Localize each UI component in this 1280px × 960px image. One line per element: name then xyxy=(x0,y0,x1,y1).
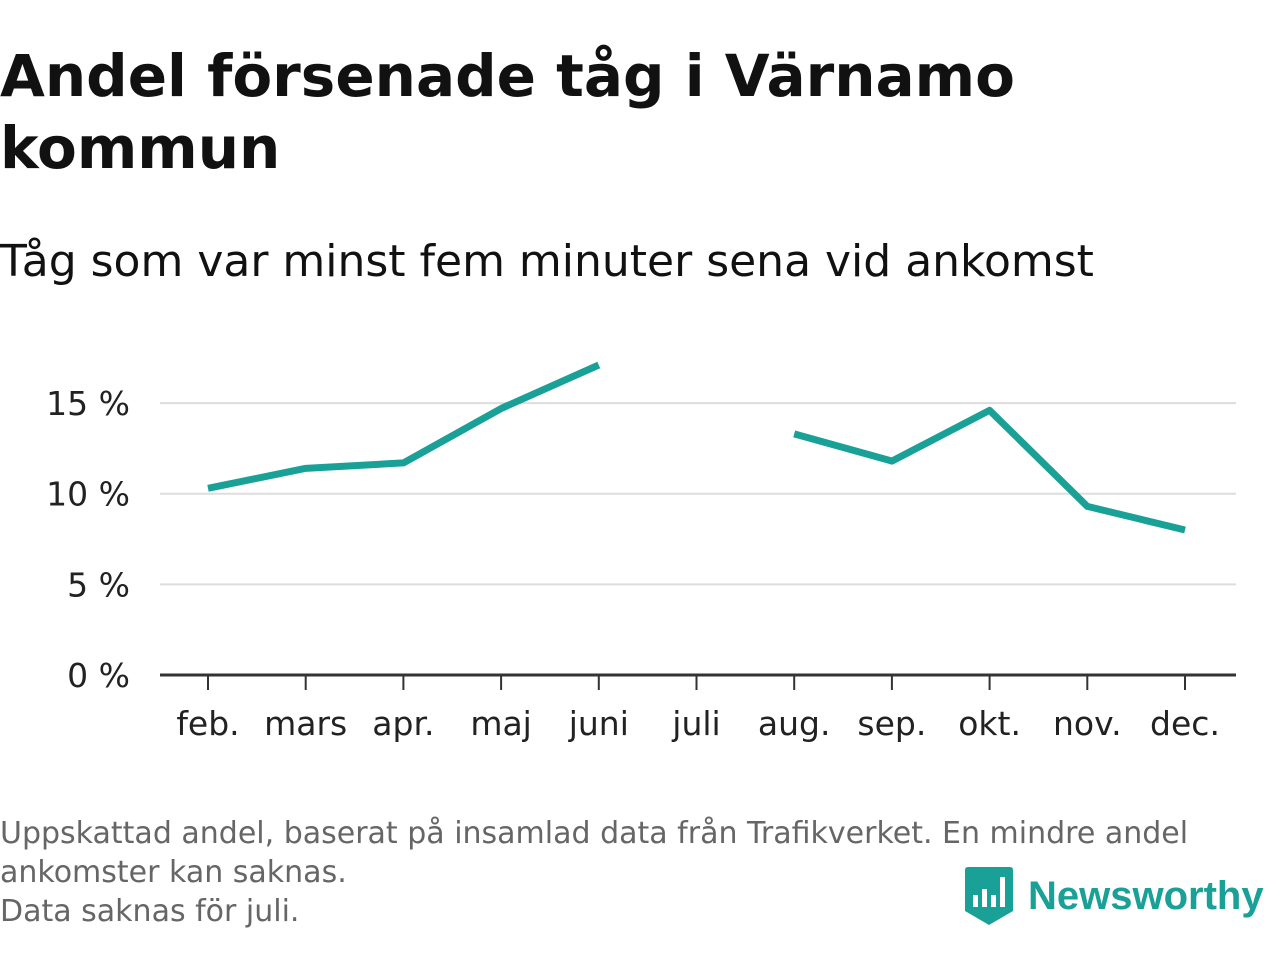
newsworthy-logo-icon xyxy=(965,867,1013,925)
x-tick-label: maj xyxy=(470,704,532,743)
series-line-segment xyxy=(793,406,1186,534)
chart-subtitle: Tåg som var minst fem minuter sena vid a… xyxy=(0,236,1094,287)
y-tick-label: 5 % xyxy=(67,565,130,604)
y-tick-label: 0 % xyxy=(67,656,130,695)
x-tick-label: aug. xyxy=(758,704,831,743)
footnote-line: Uppskattad andel, baserat på insamlad da… xyxy=(0,816,1189,851)
footnote-line: Data saknas för juli. xyxy=(0,894,300,929)
x-tick-label: apr. xyxy=(372,704,434,743)
x-tick-label: dec. xyxy=(1150,704,1220,743)
x-tick-label: nov. xyxy=(1053,704,1122,743)
x-tick-label: juni xyxy=(568,704,629,743)
series-line-segment xyxy=(207,361,601,492)
y-tick-label: 10 % xyxy=(46,475,130,514)
x-tick-label: okt. xyxy=(958,704,1021,743)
brand-name: Newsworthy xyxy=(1028,873,1264,918)
chart-title: Andel försenade tåg i Värnamo kommun xyxy=(0,42,1015,182)
chart-footnote: Uppskattad andel, baserat på insamlad da… xyxy=(0,814,1270,931)
line-chart: 0 % 5 % 10 % 15 % feb. mars apr. maj juni juli aug… xyxy=(46,361,1236,743)
x-tick-label: juli xyxy=(671,704,720,743)
newsworthy-logo: Newsworthy xyxy=(964,864,1264,928)
y-tick-label: 15 % xyxy=(46,384,130,423)
x-tick-label: mars xyxy=(264,704,347,743)
footnote-line: ankomster kan saknas. xyxy=(0,855,347,890)
x-tick-label: feb. xyxy=(176,704,239,743)
x-tick-label: sep. xyxy=(857,704,926,743)
